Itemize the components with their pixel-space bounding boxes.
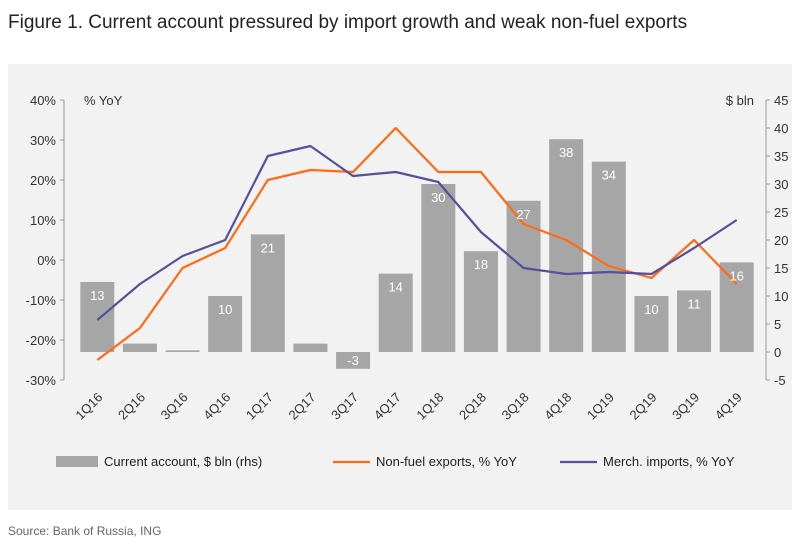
legend: Current account, $ bln (rhs) Non-fuel exp… bbox=[56, 454, 735, 469]
legend-swatch-bar bbox=[56, 456, 98, 467]
x-tick-label: 2Q18 bbox=[456, 390, 489, 423]
left-axis-unit: % YoY bbox=[84, 93, 123, 108]
x-tick-label: 2Q16 bbox=[115, 390, 148, 423]
bar-current-account bbox=[122, 343, 157, 352]
left-tick-label: -10% bbox=[26, 293, 57, 308]
x-tick-label: 3Q19 bbox=[669, 390, 702, 423]
bar-current-account bbox=[506, 200, 541, 352]
left-tick-label: 10% bbox=[30, 213, 56, 228]
bar-value-label: 21 bbox=[261, 240, 275, 255]
bar-current-account bbox=[250, 234, 285, 352]
bar-current-account bbox=[293, 343, 328, 352]
x-tick-label: 2Q19 bbox=[626, 390, 659, 423]
x-tick-label: 1Q16 bbox=[72, 390, 105, 423]
x-tick-label: 2Q17 bbox=[285, 390, 318, 423]
bar-current-account bbox=[208, 296, 243, 352]
axes: 40% 30% 20% 10% 0% -10% -20% -30% % YoY 45 40 35 30 2… bbox=[26, 93, 789, 388]
x-tick-label: 1Q18 bbox=[413, 390, 446, 423]
right-axis-unit: $ bln bbox=[726, 93, 754, 108]
right-tick-label: 40 bbox=[774, 121, 788, 136]
bar-current-account bbox=[336, 352, 371, 369]
right-tick-label: 20 bbox=[774, 233, 788, 248]
x-tick-label: 1Q19 bbox=[584, 390, 617, 423]
bar-current-account bbox=[591, 161, 626, 352]
chart-title: Figure 1. Current account pressured by i… bbox=[8, 12, 688, 33]
x-tick-label: 3Q16 bbox=[158, 390, 191, 423]
bar-current-account bbox=[549, 139, 584, 352]
x-tick-label: 1Q17 bbox=[243, 390, 276, 423]
x-tick-label: 4Q19 bbox=[712, 390, 745, 423]
bar-current-account bbox=[463, 251, 498, 352]
bar-current-account bbox=[719, 262, 754, 352]
x-tick-label: 3Q18 bbox=[499, 390, 532, 423]
bar-value-label: 13 bbox=[90, 288, 104, 303]
right-tick-label: 5 bbox=[774, 317, 781, 332]
right-tick-label: 30 bbox=[774, 177, 788, 192]
bar-current-account bbox=[378, 273, 413, 352]
bar-value-label: 30 bbox=[431, 190, 445, 205]
right-tick-label: 15 bbox=[774, 261, 788, 276]
bars bbox=[80, 139, 754, 369]
bar-value-label: 14 bbox=[388, 280, 402, 295]
right-tick-label: 45 bbox=[774, 93, 788, 108]
legend-label-imports: Merch. imports, % YoY bbox=[603, 454, 735, 469]
bar-value-label: 11 bbox=[687, 296, 701, 311]
right-tick-label: -5 bbox=[774, 373, 786, 388]
left-tick-label: 0% bbox=[37, 253, 56, 268]
left-tick-label: 20% bbox=[30, 173, 56, 188]
bar-current-account bbox=[421, 184, 456, 352]
legend-label-nonfuel: Non-fuel exports, % YoY bbox=[376, 454, 517, 469]
right-tick-label: 25 bbox=[774, 205, 788, 220]
source-note: Source: Bank of Russia, ING bbox=[8, 524, 162, 538]
bar-current-account bbox=[634, 296, 669, 352]
bar-value-label: 34 bbox=[602, 168, 616, 183]
left-tick-label: -20% bbox=[26, 333, 57, 348]
legend-label-current-account: Current account, $ bln (rhs) bbox=[104, 454, 262, 469]
bar-value-label: 18 bbox=[474, 257, 488, 272]
bar-value-label: 38 bbox=[559, 145, 573, 160]
bar-current-account bbox=[677, 290, 712, 352]
bar-current-account bbox=[165, 350, 200, 352]
right-tick-label: 10 bbox=[774, 289, 788, 304]
bar-value-label: 10 bbox=[218, 302, 232, 317]
right-tick-label: 0 bbox=[774, 345, 781, 360]
right-tick-label: 35 bbox=[774, 149, 788, 164]
x-tick-label: 4Q18 bbox=[541, 390, 574, 423]
left-tick-label: 40% bbox=[30, 93, 56, 108]
left-tick-label: -30% bbox=[26, 373, 57, 388]
bar-value-label: 10 bbox=[644, 302, 658, 317]
bar-value-label: 16 bbox=[729, 268, 743, 283]
line-merch-imports bbox=[96, 144, 738, 321]
left-tick-label: 30% bbox=[30, 133, 56, 148]
bar-value-label: -3 bbox=[347, 353, 359, 368]
x-tick-label: 4Q17 bbox=[371, 390, 404, 423]
x-tick-label: 4Q16 bbox=[200, 390, 233, 423]
x-tick-label: 3Q17 bbox=[328, 390, 361, 423]
bar-current-account bbox=[80, 282, 115, 352]
lines bbox=[96, 126, 738, 361]
bar-value-label: 27 bbox=[516, 207, 530, 222]
